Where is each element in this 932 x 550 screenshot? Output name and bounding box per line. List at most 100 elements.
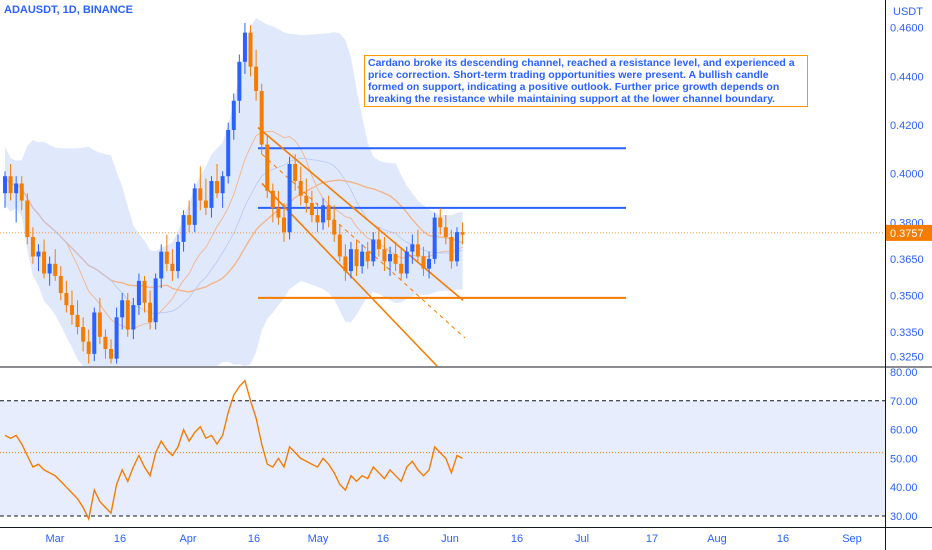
candle	[64, 280, 69, 313]
candle-body	[14, 183, 19, 194]
candle-body	[209, 181, 214, 208]
time-tick-label: 16	[114, 533, 126, 545]
candle	[187, 200, 192, 233]
candle	[293, 154, 298, 191]
candle-body	[53, 263, 58, 276]
time-tick-label: May	[308, 533, 329, 545]
candle	[198, 166, 203, 211]
candle	[86, 329, 91, 364]
price-tick-label: 0.3650	[890, 254, 924, 266]
candle	[242, 22, 247, 74]
candle	[388, 246, 393, 276]
candle	[321, 198, 326, 230]
time-tick-label: Sep	[842, 533, 862, 545]
candle	[58, 266, 63, 301]
candle-body	[421, 256, 426, 269]
symbol-label[interactable]: ADAUSDT, 1D, BINANCE	[4, 4, 133, 16]
candle	[148, 290, 153, 330]
rsi-tick-label: 60.00	[890, 425, 918, 437]
bollinger-band	[5, 18, 463, 366]
moving-average-1	[4, 130, 463, 330]
candle	[254, 49, 259, 101]
candle-body	[248, 32, 253, 67]
candle	[399, 249, 404, 281]
candle	[265, 134, 270, 199]
candle	[270, 183, 275, 223]
candle-body	[304, 195, 309, 203]
candle-body	[181, 215, 186, 242]
candle	[103, 329, 108, 359]
candle-body	[97, 312, 102, 337]
candle	[36, 244, 41, 272]
candle	[3, 171, 7, 208]
candle-body	[343, 256, 348, 272]
candle	[438, 207, 443, 235]
candle-body	[92, 312, 97, 354]
time-tick-label: 16	[777, 533, 789, 545]
candle	[404, 246, 409, 279]
candle-body	[215, 181, 220, 194]
candle-body	[125, 300, 130, 330]
candle	[142, 275, 147, 313]
candle-body	[348, 249, 353, 272]
candle	[427, 251, 432, 279]
candle-body	[415, 244, 420, 257]
candle	[354, 239, 359, 276]
candle-body	[404, 251, 409, 274]
candle-body	[242, 32, 247, 62]
time-tick-label: Jun	[441, 533, 459, 545]
candle-body	[393, 254, 398, 264]
candle-body	[443, 227, 448, 238]
candle-body	[254, 66, 259, 92]
candle-body	[58, 275, 63, 293]
candle	[25, 193, 30, 245]
candle	[109, 339, 114, 364]
candle-body	[120, 300, 125, 318]
candle-body	[460, 232, 465, 235]
candle-body	[360, 251, 365, 267]
candle-body	[432, 217, 437, 259]
rsi-tick-label: 40.00	[890, 482, 918, 494]
rsi-panel	[0, 379, 885, 522]
candle-body	[231, 100, 236, 130]
axis-unit-label[interactable]: USDT	[893, 6, 923, 18]
candle	[315, 202, 320, 233]
price-tick-label: 0.4000	[890, 169, 924, 181]
candle-body	[30, 237, 35, 257]
price-tick-label: 0.3500	[890, 290, 924, 302]
rsi-range-fill	[0, 400, 885, 516]
candle	[153, 273, 158, 330]
candle	[376, 227, 381, 257]
time-tick-label: 16	[511, 533, 523, 545]
price-tick-label: 0.4400	[890, 71, 924, 83]
candle-body	[109, 348, 114, 359]
candle	[92, 307, 97, 362]
candle-body	[293, 164, 298, 182]
time-tick-label: 16	[377, 533, 389, 545]
candle-body	[287, 164, 292, 233]
candle-body	[75, 314, 80, 328]
candle-body	[220, 176, 225, 194]
candle-body	[265, 144, 270, 191]
candle	[304, 178, 309, 213]
candle-body	[142, 280, 147, 303]
time-tick-label: 16	[248, 533, 260, 545]
time-tick-label: Jul	[575, 533, 589, 545]
band-basis	[4, 157, 463, 314]
candle-body	[365, 251, 370, 262]
rsi-tick-label: 30.00	[890, 511, 918, 523]
candle-body	[449, 237, 454, 262]
candle-body	[170, 263, 175, 272]
candle	[259, 83, 264, 155]
candle	[382, 237, 387, 272]
candle	[276, 190, 281, 225]
candle	[287, 156, 292, 240]
candle	[114, 307, 119, 364]
candle-body	[8, 176, 13, 194]
candlesticks	[3, 22, 465, 364]
candle-body	[198, 188, 203, 201]
candle	[159, 244, 164, 289]
candle-body	[103, 336, 108, 349]
